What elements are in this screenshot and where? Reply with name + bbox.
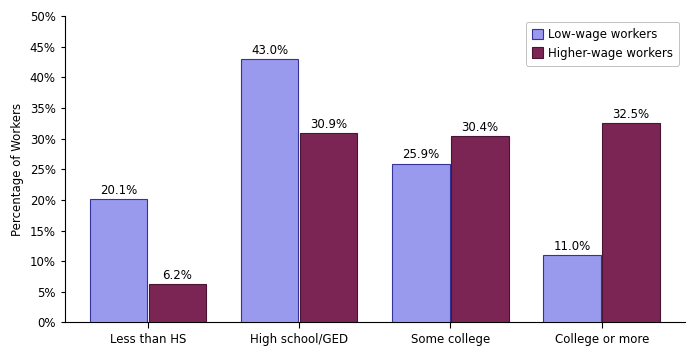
Text: 6.2%: 6.2% bbox=[162, 269, 192, 282]
Text: 11.0%: 11.0% bbox=[553, 240, 591, 253]
Text: 43.0%: 43.0% bbox=[251, 44, 288, 56]
Bar bbox=[149, 285, 206, 322]
Bar bbox=[241, 59, 299, 322]
Bar bbox=[300, 133, 357, 322]
Text: 20.1%: 20.1% bbox=[100, 184, 137, 197]
Text: 30.4%: 30.4% bbox=[461, 121, 498, 134]
Text: 30.9%: 30.9% bbox=[310, 118, 347, 131]
Y-axis label: Percentage of Workers: Percentage of Workers bbox=[11, 103, 24, 236]
Legend: Low-wage workers, Higher-wage workers: Low-wage workers, Higher-wage workers bbox=[525, 22, 679, 66]
Bar bbox=[451, 136, 509, 322]
Text: 32.5%: 32.5% bbox=[612, 108, 650, 121]
Bar bbox=[603, 123, 660, 322]
Bar bbox=[544, 255, 601, 322]
Bar bbox=[392, 164, 450, 322]
Bar bbox=[90, 199, 147, 322]
Text: 25.9%: 25.9% bbox=[402, 148, 440, 161]
